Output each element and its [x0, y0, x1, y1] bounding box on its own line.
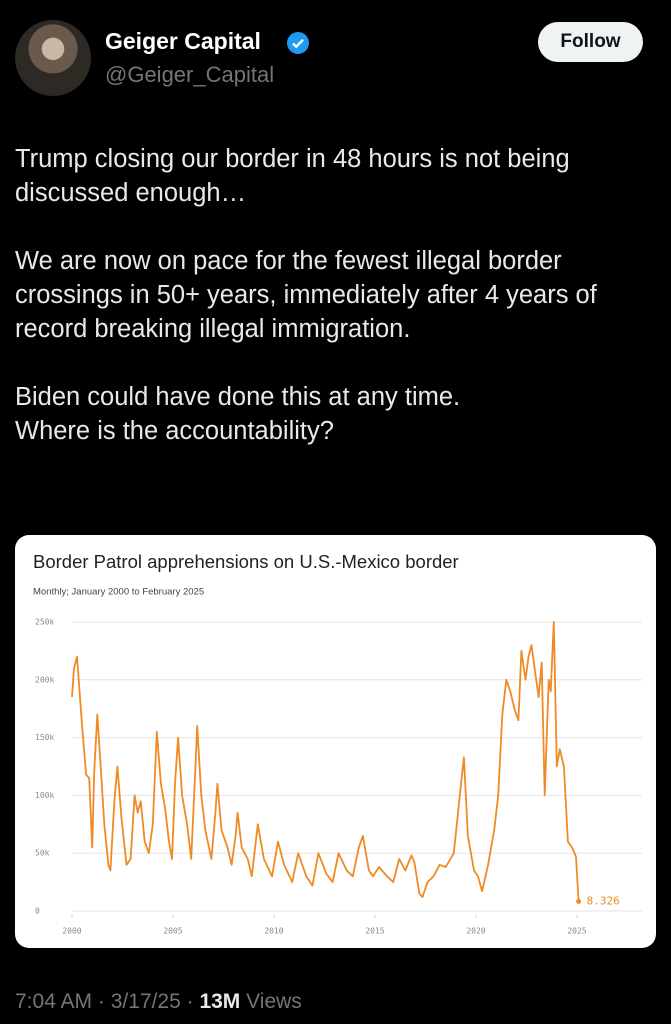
- x-tick-label: 2005: [163, 927, 182, 936]
- handle[interactable]: @Geiger_Capital: [105, 62, 275, 87]
- data-line: [71, 621, 580, 902]
- tweet-text: Trump closing our border in 48 hours is …: [15, 142, 660, 482]
- y-tick-label: 50k: [35, 849, 50, 858]
- view-count: 13M: [199, 990, 241, 1013]
- avatar[interactable]: [15, 20, 91, 96]
- chart-card[interactable]: Border Patrol apprehensions on U.S.-Mexi…: [15, 535, 656, 948]
- display-name[interactable]: Geiger Capital: [105, 28, 261, 54]
- timestamp[interactable]: 7:04 AM · 3/17/25 ·: [15, 990, 194, 1013]
- y-tick-label: 0: [35, 907, 40, 916]
- y-tick-label: 100k: [35, 791, 54, 800]
- end-point: [576, 898, 582, 904]
- tweet-paragraph: Trump closing our border in 48 hours is …: [15, 145, 570, 207]
- chart: Border Patrol apprehensions on U.S.-Mexi…: [33, 551, 642, 936]
- tweet-paragraph: Biden could have done this at any time. …: [15, 383, 461, 445]
- x-tick-label: 2010: [264, 927, 283, 936]
- chart-title: Border Patrol apprehensions on U.S.-Mexi…: [33, 551, 459, 572]
- chart-subtitle: Monthly; January 2000 to February 2025: [33, 587, 204, 598]
- y-tick-label: 250k: [35, 618, 54, 627]
- tweet-paragraph: We are now on pace for the fewest illega…: [15, 247, 597, 343]
- x-tick-label: 2025: [567, 927, 586, 936]
- x-tick-label: 2000: [62, 927, 81, 936]
- y-tick-label: 200k: [35, 675, 54, 684]
- views-label: Views: [246, 990, 302, 1013]
- tweet-meta: 7:04 AM · 3/17/25 · 13M Views: [15, 990, 302, 1014]
- x-tick-label: 2015: [365, 927, 384, 936]
- y-tick-label: 150k: [35, 733, 54, 742]
- x-tick-label: 2020: [466, 927, 485, 936]
- verified-badge: [287, 32, 309, 54]
- value-label: 8.326: [587, 894, 620, 907]
- follow-button[interactable]: Follow: [538, 22, 643, 62]
